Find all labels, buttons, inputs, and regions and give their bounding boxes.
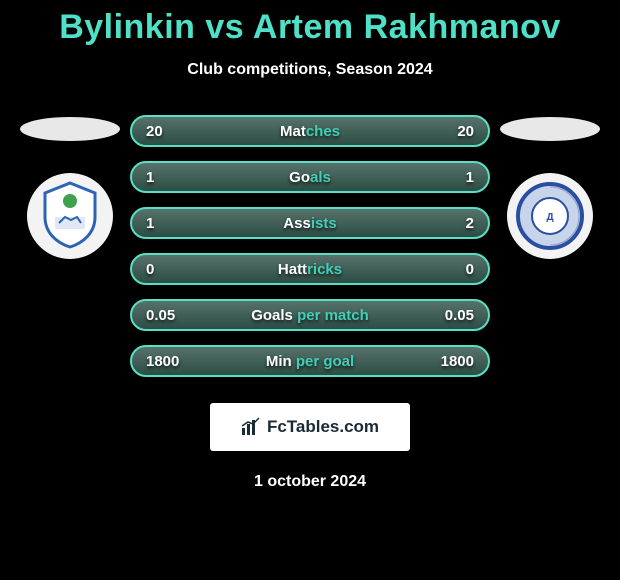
subtitle: Club competitions, Season 2024	[187, 61, 432, 79]
stat-right-value: 2	[426, 215, 474, 232]
brand-text: FcTables.com	[267, 417, 379, 437]
stat-right-value: 0.05	[426, 307, 474, 324]
stat-left-value: 20	[146, 123, 194, 140]
stat-row: 1 Goals 1	[130, 161, 490, 193]
stat-left-value: 0.05	[146, 307, 194, 324]
team-crest-right: Д	[507, 173, 593, 259]
content-row: 20 Matches 20 1 Goals 1 1 Assists 2 0 Ha…	[0, 115, 620, 377]
player-left-column	[10, 115, 130, 259]
stat-left-value: 1	[146, 215, 194, 232]
stat-row: 20 Matches 20	[130, 115, 490, 147]
team-crest-left	[27, 173, 113, 259]
stat-right-value: 0	[426, 261, 474, 278]
stat-label: Min per goal	[266, 353, 354, 370]
stat-left-value: 1	[146, 169, 194, 186]
comparison-card: Bylinkin vs Artem Rakhmanov Club competi…	[0, 0, 620, 580]
stats-table: 20 Matches 20 1 Goals 1 1 Assists 2 0 Ha…	[130, 115, 490, 377]
stat-label: Assists	[283, 215, 336, 232]
stat-left-value: 1800	[146, 353, 194, 370]
stat-label: Goals	[289, 169, 331, 186]
stat-label: Goals per match	[251, 307, 369, 324]
brand-badge[interactable]: FcTables.com	[210, 403, 410, 451]
name-pill-left	[20, 117, 120, 141]
stat-row: 1 Assists 2	[130, 207, 490, 239]
date-text: 1 october 2024	[254, 473, 366, 491]
stat-left-value: 0	[146, 261, 194, 278]
stat-label: Hattricks	[278, 261, 342, 278]
chart-bars-icon	[241, 417, 261, 437]
stat-right-value: 1800	[426, 353, 474, 370]
svg-text:Д: Д	[546, 212, 553, 223]
name-pill-right	[500, 117, 600, 141]
stat-right-value: 20	[426, 123, 474, 140]
crest-shield-icon	[35, 181, 105, 251]
stat-row: 0.05 Goals per match 0.05	[130, 299, 490, 331]
stat-right-value: 1	[426, 169, 474, 186]
page-title: Bylinkin vs Artem Rakhmanov	[59, 8, 561, 47]
crest-circle-icon: Д	[515, 181, 585, 251]
stat-label: Matches	[280, 123, 340, 140]
player-right-column: Д	[490, 115, 610, 259]
stat-row: 0 Hattricks 0	[130, 253, 490, 285]
stat-row: 1800 Min per goal 1800	[130, 345, 490, 377]
